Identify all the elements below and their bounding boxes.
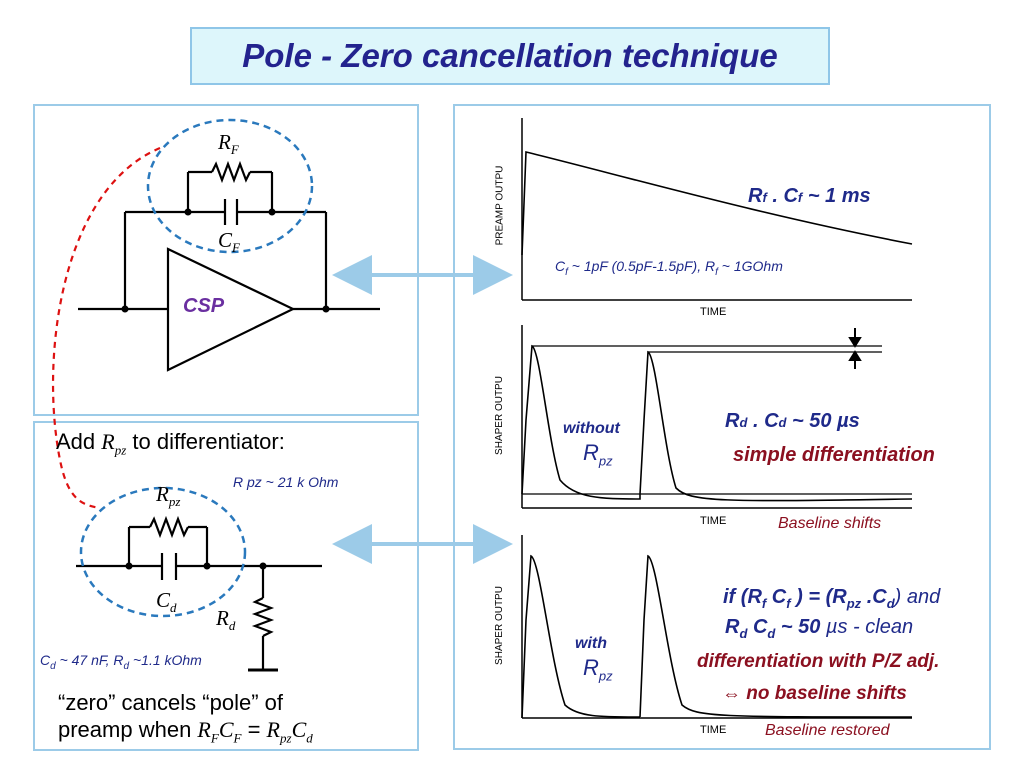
cd-rd-value-note: Cd ~ 47 nF, Rd ~1.1 kOhm bbox=[40, 652, 202, 672]
cd-label: Cd bbox=[156, 588, 177, 616]
rd-resistor bbox=[251, 597, 275, 637]
shaper1-pulse-2 bbox=[639, 350, 913, 502]
without-label: without bbox=[563, 420, 620, 437]
page-title: Pole - Zero cancellation technique bbox=[242, 37, 778, 74]
title-banner: Pole - Zero cancellation technique bbox=[190, 27, 830, 85]
simple-differentiation-label: simple differentiation bbox=[733, 444, 935, 466]
pz-condition-line4: ⇔ no baseline shifts bbox=[722, 683, 907, 704]
feedback-dashed-circle bbox=[146, 118, 314, 254]
shaper2-plot-axes bbox=[521, 535, 912, 719]
preamp-component-note: Cf ~ 1pF (0.5pF-1.5pF), Rf ~ 1GOhm bbox=[555, 258, 783, 278]
shaper2-ylabel: SHAPER OUTPU bbox=[493, 586, 505, 665]
shaper2-xlabel: TIME bbox=[700, 724, 727, 736]
shaper-time-constant: Rd . Cd ~ 50 µs bbox=[725, 410, 860, 432]
preamp-plot-axes bbox=[521, 118, 912, 301]
preamp-decay-curve bbox=[521, 150, 913, 256]
rpz-label: Rpz bbox=[156, 482, 181, 510]
zero-pole-note-line2: preamp when RFCF = RpzCd bbox=[58, 717, 313, 746]
csp-label: CSP bbox=[183, 295, 225, 317]
zero-pole-note-line1: “zero” cancels “pole” of bbox=[58, 690, 283, 715]
amplifier-triangle bbox=[166, 247, 296, 372]
preamp-xlabel: TIME bbox=[700, 306, 727, 318]
rpz-dashed-circle bbox=[79, 486, 247, 618]
baseline-shifts-label: Baseline shifts bbox=[778, 515, 882, 532]
pz-condition-line3: differentiation with P/Z adj. bbox=[697, 651, 940, 672]
pz-condition-line2: Rd Cd ~ 50 µs - clean bbox=[725, 616, 914, 641]
shaper2-pulse-2 bbox=[639, 554, 913, 718]
baseline-restored-label: Baseline restored bbox=[765, 722, 890, 739]
rpz-value-note: R pz ~ 21 k Ohm bbox=[233, 474, 339, 490]
with-rpz-label: Rpz bbox=[583, 655, 613, 684]
add-rpz-heading: Add Rpz to differentiator: bbox=[56, 429, 285, 458]
baseline-shift-arrows bbox=[848, 328, 862, 369]
rf-resistor bbox=[211, 160, 251, 184]
differentiator-circuit bbox=[76, 515, 322, 672]
shaper1-pulse-1 bbox=[521, 344, 641, 500]
without-rpz-label: Rpz bbox=[583, 440, 613, 469]
preamp-time-constant: Rf . Cf ~ 1 ms bbox=[748, 185, 871, 207]
with-label: with bbox=[575, 635, 607, 652]
waveform-plots-panel bbox=[453, 104, 991, 750]
shaper1-xlabel: TIME bbox=[700, 515, 727, 527]
rf-label: RF bbox=[218, 130, 239, 158]
pz-condition-line1: if (Rf Cf ) = (Rpz .Cd) and bbox=[723, 586, 941, 611]
cf-label: CF bbox=[218, 228, 240, 256]
rpz-resistor bbox=[149, 515, 189, 539]
shaper1-plot-axes bbox=[521, 325, 912, 509]
shaper2-pulse-1 bbox=[521, 554, 641, 719]
rd-label: Rd bbox=[216, 606, 236, 634]
preamp-ylabel: PREAMP OUTPU bbox=[494, 165, 506, 246]
differentiator-circuit-panel bbox=[33, 421, 419, 751]
csp-circuit bbox=[78, 160, 380, 372]
shaper1-ylabel: SHAPER OUTPU bbox=[493, 376, 505, 455]
